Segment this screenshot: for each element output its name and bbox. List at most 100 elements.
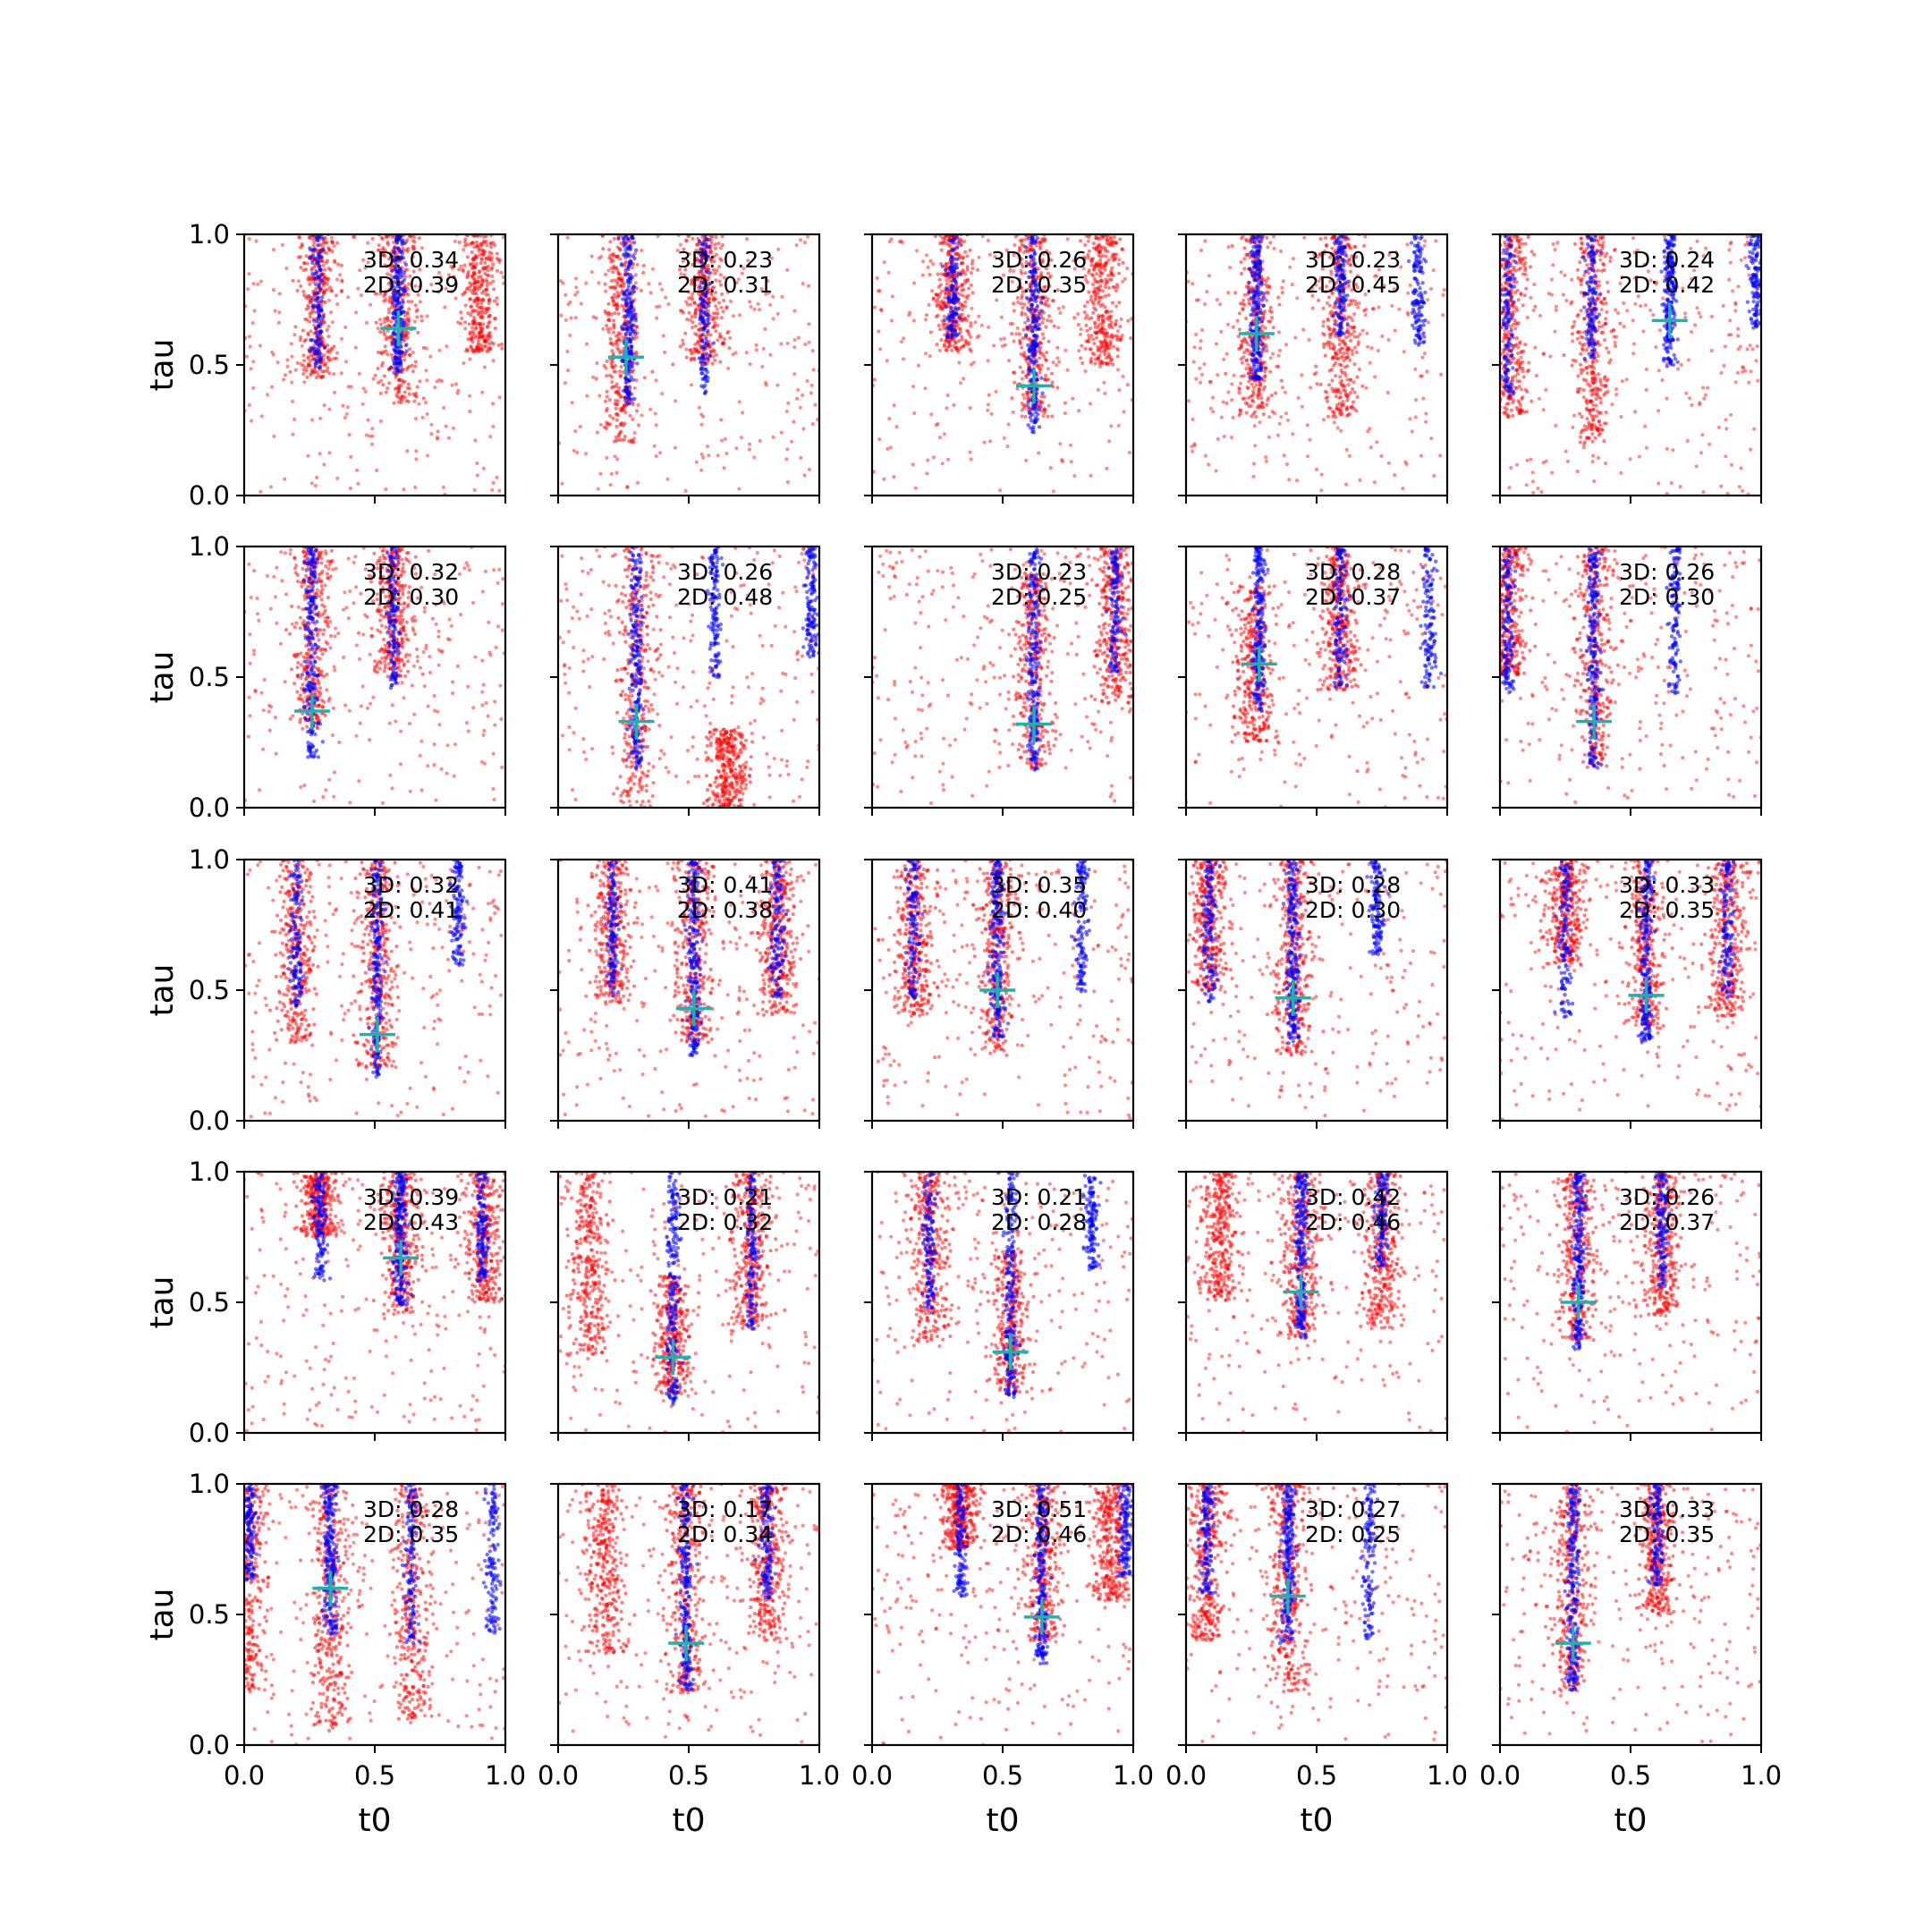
red-point: [693, 315, 698, 319]
red-point: [284, 266, 289, 270]
blue-point: [1032, 360, 1037, 364]
red-point: [1372, 480, 1377, 485]
red-point: [876, 289, 881, 293]
red-point: [1023, 271, 1028, 275]
red-point: [1377, 305, 1381, 309]
red-point: [1099, 343, 1104, 347]
red-point: [389, 319, 394, 324]
red-point: [444, 424, 448, 428]
red-point: [943, 322, 947, 326]
plus-marker: [380, 310, 417, 347]
red-point: [248, 344, 252, 349]
red-point: [1044, 373, 1048, 378]
red-point: [1092, 276, 1097, 281]
red-point: [1087, 268, 1091, 273]
red-point: [945, 393, 950, 397]
red-point: [1106, 285, 1112, 290]
red-point: [719, 438, 724, 443]
red-point: [936, 284, 941, 289]
red-point: [1020, 377, 1024, 381]
red-point: [452, 275, 456, 279]
red-point: [376, 248, 380, 252]
red-point: [1244, 316, 1249, 321]
red-point: [299, 362, 303, 367]
red-point: [1233, 291, 1238, 295]
blue-point: [403, 262, 409, 267]
red-point: [1365, 331, 1369, 335]
red-point: [1084, 323, 1089, 327]
blue-point: [1032, 269, 1038, 274]
red-point: [1194, 298, 1199, 302]
red-point: [481, 322, 486, 326]
red-point: [937, 327, 943, 332]
red-point: [1115, 368, 1121, 372]
red-point: [380, 360, 386, 365]
red-point: [1442, 288, 1446, 292]
red-point: [892, 403, 896, 408]
blue-point: [309, 296, 314, 301]
red-point: [394, 375, 398, 379]
red-point: [1106, 292, 1111, 297]
blue-point: [630, 361, 634, 366]
red-point: [961, 256, 965, 260]
red-point: [614, 369, 618, 374]
red-point: [929, 412, 934, 417]
red-point: [618, 257, 623, 261]
red-point: [563, 381, 568, 386]
red-point: [888, 445, 893, 450]
red-point: [1393, 328, 1397, 333]
red-point: [877, 329, 881, 334]
red-point: [926, 458, 930, 462]
blue-point: [1039, 301, 1044, 305]
red-point: [928, 354, 932, 359]
red-point: [611, 416, 615, 420]
red-point: [1307, 337, 1311, 343]
red-point: [1098, 303, 1103, 309]
points-layer: [1186, 234, 1446, 493]
red-point: [1097, 295, 1101, 300]
red-point: [386, 310, 391, 315]
red-point: [690, 295, 694, 300]
red-point: [283, 373, 287, 377]
red-point: [300, 343, 304, 348]
red-point: [309, 267, 314, 272]
red-point: [1405, 242, 1410, 247]
red-point: [1093, 361, 1097, 366]
red-point: [306, 293, 310, 299]
red-point: [436, 436, 440, 441]
red-point: [473, 256, 478, 260]
red-point: [369, 250, 375, 255]
red-point: [490, 266, 495, 270]
red-point: [1380, 334, 1385, 339]
red-point: [303, 337, 309, 343]
red-point: [472, 315, 477, 319]
red-point: [1092, 306, 1097, 310]
blue-point: [1027, 275, 1031, 279]
blue-point: [700, 264, 706, 268]
red-point: [1414, 398, 1419, 402]
red-point: [608, 240, 613, 244]
red-point: [480, 310, 486, 315]
red-point: [1027, 336, 1031, 342]
red-point: [383, 263, 387, 267]
blue-point: [314, 330, 318, 335]
red-point: [1406, 312, 1411, 318]
red-point: [1052, 324, 1056, 328]
red-point: [463, 303, 468, 308]
red-point: [681, 342, 686, 346]
red-point: [610, 380, 614, 385]
red-point: [393, 386, 398, 391]
red-point: [1408, 283, 1412, 288]
red-point: [295, 360, 300, 365]
blue-point: [629, 304, 634, 309]
red-point: [726, 366, 731, 370]
red-point: [723, 337, 727, 342]
blue-point: [312, 292, 317, 296]
red-point: [1088, 347, 1092, 352]
blue-point: [624, 322, 630, 326]
blue-point: [628, 273, 633, 277]
blue-point: [956, 241, 961, 245]
blue-point: [402, 277, 407, 283]
red-point: [1123, 276, 1127, 281]
red-point: [479, 301, 484, 306]
